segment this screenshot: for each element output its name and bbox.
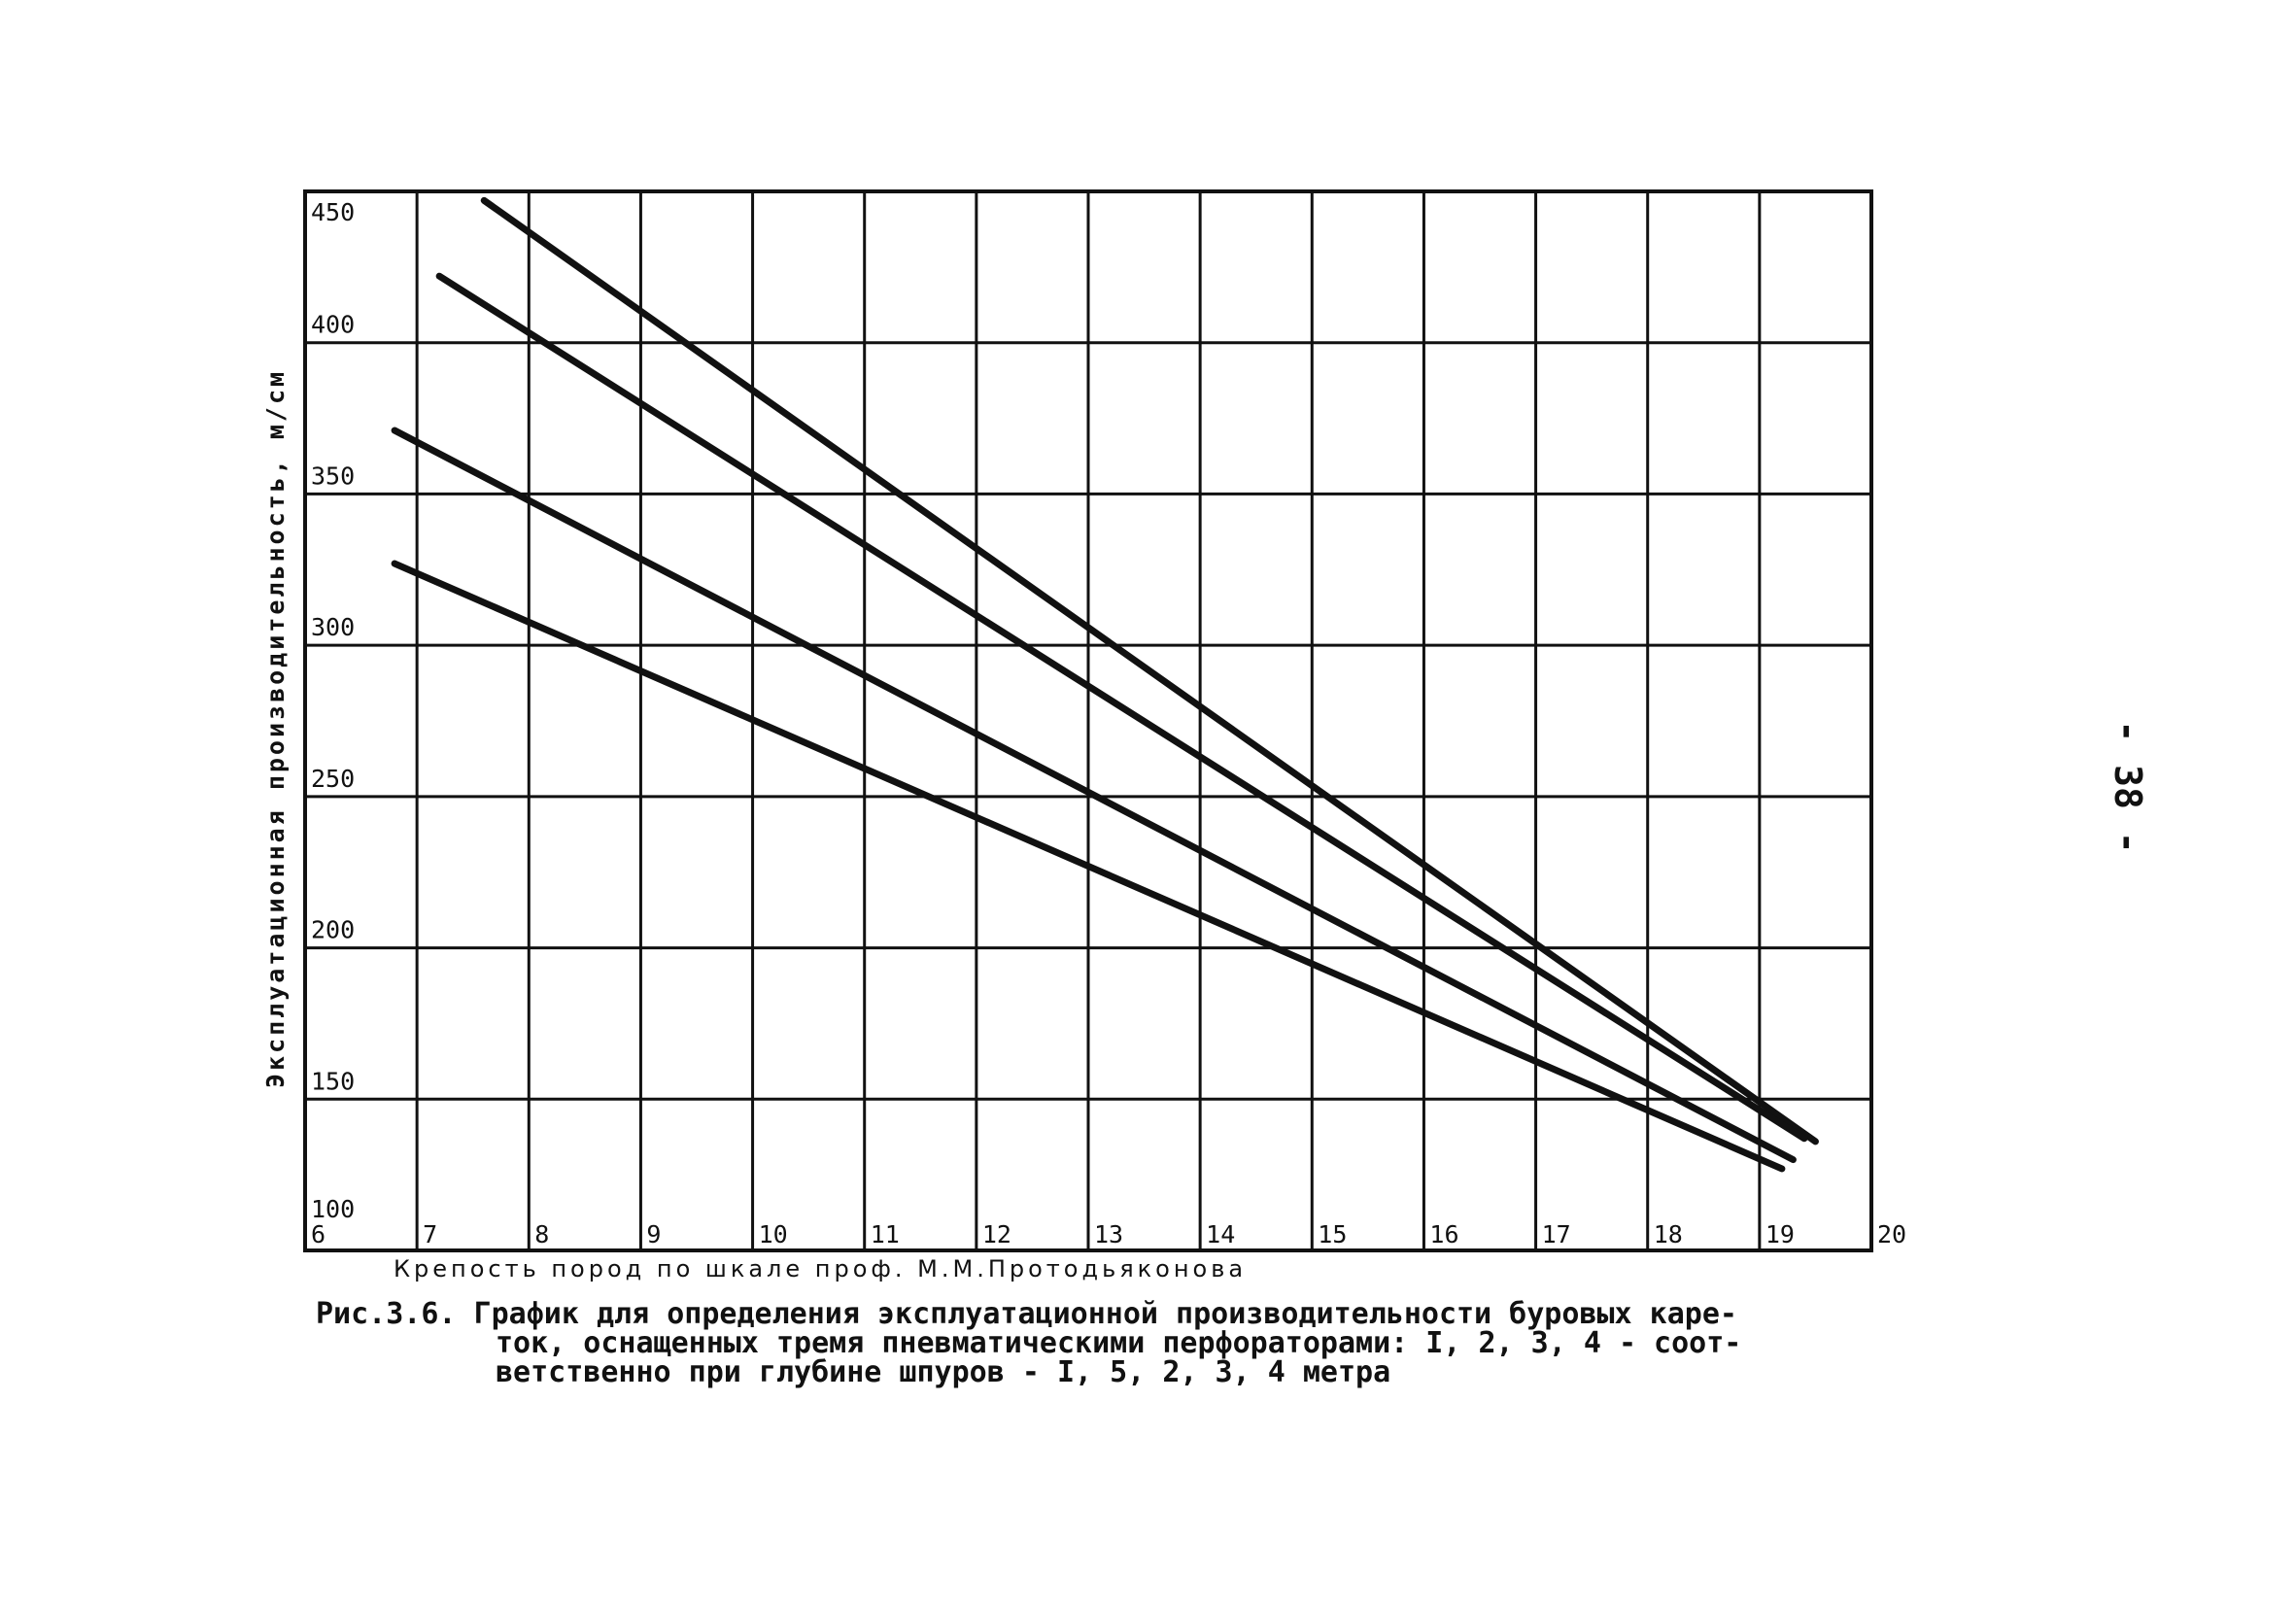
y-tick-label: 200 — [311, 916, 355, 944]
y-tick-label: 450 — [311, 198, 355, 226]
x-tick-label: 15 — [1318, 1220, 1347, 1248]
y-tick-label: 150 — [311, 1067, 355, 1095]
x-tick-label: 10 — [759, 1220, 788, 1248]
x-tick-label: 6 — [311, 1220, 326, 1248]
x-tick-label: 11 — [871, 1220, 900, 1248]
y-tick-label: 300 — [311, 613, 355, 641]
figure-caption: Рис.3.6. График для определения эксплуат… — [316, 1300, 1909, 1387]
x-axis-label: Крепость пород по шкале проф. М.М.Протод… — [394, 1255, 1248, 1282]
caption-line-1: Рис.3.6. График для определения эксплуат… — [316, 1297, 1737, 1331]
x-tick-label: 17 — [1542, 1220, 1571, 1248]
x-tick-label: 20 — [1877, 1220, 1906, 1248]
y-tick-label: 400 — [311, 311, 355, 339]
x-tick-label: 18 — [1654, 1220, 1683, 1248]
x-tick-label: 19 — [1765, 1220, 1795, 1248]
series-line-3 — [391, 427, 1797, 1164]
x-tick-labels: 6 7 8 9 10 11 12 13 14 15 16 17 18 19 20 — [311, 1220, 1906, 1248]
series-line-2 — [435, 272, 1808, 1143]
series-line-4 — [391, 560, 1786, 1173]
series-line-1 — [480, 196, 1819, 1145]
grid — [305, 191, 1871, 1250]
caption-line-2: ток, оснащенных тремя пневматическими пе… — [496, 1326, 1742, 1360]
y-axis-label: Эксплуатационная производительность, м/с… — [261, 369, 290, 1088]
x-tick-label: 8 — [534, 1220, 549, 1248]
caption-line-3: ветственно при глубине шпуров - I, 5, 2,… — [496, 1355, 1391, 1389]
x-tick-label: 16 — [1429, 1220, 1458, 1248]
y-tick-label: 250 — [311, 765, 355, 793]
y-tick-label: 100 — [311, 1195, 355, 1223]
x-tick-label: 9 — [646, 1220, 661, 1248]
x-tick-label: 12 — [982, 1220, 1011, 1248]
y-tick-labels: 100 150 200 250 300 350 400 450 — [311, 198, 355, 1223]
y-tick-label: 350 — [311, 462, 355, 490]
x-tick-label: 13 — [1094, 1220, 1123, 1248]
x-tick-label: 7 — [423, 1220, 437, 1248]
series-lines — [391, 196, 1819, 1173]
page-number: - 38 - — [2107, 720, 2149, 854]
x-tick-label: 14 — [1206, 1220, 1235, 1248]
